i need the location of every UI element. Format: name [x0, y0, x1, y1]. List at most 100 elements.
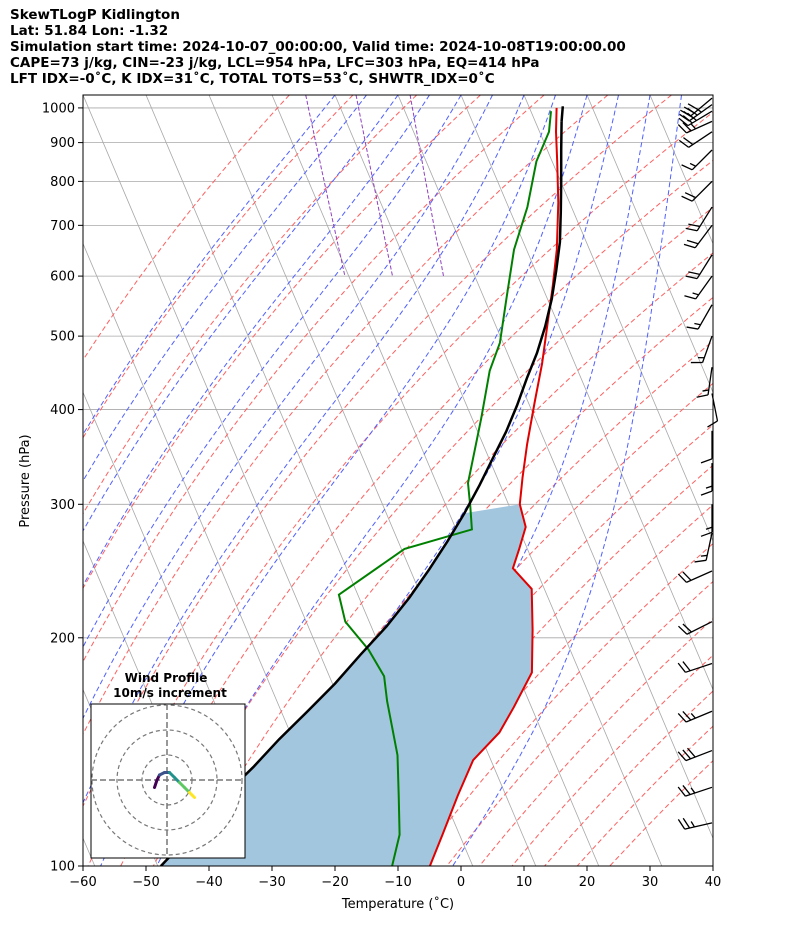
moist-adiabat: [324, 95, 651, 866]
dry-adiabat: [83, 95, 418, 515]
moist-adiabat: [100, 95, 556, 866]
barb-flag: [677, 751, 687, 762]
dry-adiabat: [83, 95, 354, 439]
dry-adiabat: [83, 95, 290, 362]
y-tick-label: 200: [50, 631, 75, 646]
dry-adiabat: [576, 725, 713, 866]
moist-adiabat: [83, 95, 430, 587]
wind-barb: [696, 367, 713, 398]
barb-flag: [678, 139, 690, 148]
barb-shaft: [685, 749, 713, 762]
barb-shaft: [705, 532, 713, 561]
barb-flag: [683, 243, 696, 249]
barb-flag: [678, 625, 688, 635]
wind-barb: [700, 430, 713, 464]
cape-area: [160, 504, 533, 866]
barb-flag: [683, 137, 694, 146]
wind-barb: [684, 275, 713, 300]
moist-adiabat: [83, 95, 336, 436]
dry-adiabat: [609, 760, 713, 866]
dry-adiabat: [87, 111, 713, 866]
barb-flag: [685, 275, 698, 280]
moist-adiabat: [83, 95, 462, 649]
barb-flag: [682, 711, 692, 721]
barb-shaft: [685, 786, 713, 797]
barb-shaft: [701, 335, 713, 363]
wind-barb: [677, 747, 713, 762]
parcel-profile: [159, 121, 563, 866]
barb-flag: [682, 571, 692, 581]
wind-barb: [700, 504, 713, 537]
barb-half-flag: [690, 712, 696, 719]
wind-barb: [678, 110, 713, 127]
y-tick-label: 700: [50, 219, 75, 234]
barb-shaft: [686, 570, 713, 583]
barb-flag: [681, 164, 693, 171]
wind-barb: [690, 335, 713, 364]
barb-flag: [677, 712, 687, 723]
barb-shaft: [691, 149, 713, 171]
barb-half-flag: [692, 292, 699, 296]
barb-flag: [677, 818, 686, 830]
wind-barb: [681, 149, 713, 171]
axes: −60 −50 −40 −30 −20 −10 0 10 20 30 40 100 200 300 400 5…: [42, 101, 721, 890]
y-tick-label: 600: [50, 270, 75, 285]
isotherm-line: [712, 95, 713, 97]
wind-barb: [707, 393, 719, 428]
wind-barb: [677, 661, 713, 673]
barb-shaft: [686, 120, 713, 134]
barb-flag: [700, 531, 713, 537]
barb-flag: [684, 192, 697, 199]
wind-barb: [677, 785, 713, 797]
barb-shaft: [688, 131, 713, 148]
x-tick-label: −20: [321, 875, 348, 890]
dewpoint-profile: [337, 111, 552, 866]
wind-barb: [700, 463, 713, 496]
isotherm-line: [83, 837, 96, 866]
x-axis-label: Temperature (˚C): [341, 896, 454, 912]
barb-flag: [682, 661, 691, 672]
barb-flag: [684, 295, 696, 300]
wind-barb: [683, 224, 713, 249]
y-tick-label: 800: [50, 175, 75, 190]
x-tick-label: 30: [642, 875, 659, 890]
x-tick-label: 10: [516, 875, 533, 890]
barb-flag: [686, 326, 699, 330]
isotherm-line: [460, 95, 713, 691]
barb-half-flag: [705, 485, 713, 489]
y-tick-label: 100: [50, 860, 75, 875]
isotherm-line: [397, 95, 713, 840]
barb-half-flag: [689, 162, 697, 167]
dry-adiabat: [381, 504, 713, 866]
moist-adiabat: [228, 95, 619, 866]
data-layer: [159, 106, 565, 866]
dry-adiabat: [83, 95, 481, 590]
barb-flag: [688, 271, 700, 275]
isotherm-line: [271, 95, 600, 866]
dry-adiabat: [120, 159, 713, 866]
x-tick-label: −60: [69, 875, 96, 890]
time-line: Simulation start time: 2024-10-07_00:00:…: [10, 39, 626, 55]
barb-flag: [687, 107, 698, 116]
barb-flag: [682, 749, 692, 760]
isotherm-line: [523, 95, 713, 542]
barb-flag: [700, 490, 713, 496]
barb-flag: [696, 394, 709, 398]
dry-adiabat: [83, 95, 672, 808]
moist-adiabat: [83, 95, 525, 804]
barb-flag: [682, 122, 692, 132]
wind-barb: [678, 621, 713, 635]
y-tick-label: 300: [50, 498, 75, 513]
barb-shaft: [691, 180, 713, 202]
moist-adiabat: [452, 95, 682, 866]
barb-flag: [685, 227, 698, 232]
barb-half-flag: [700, 554, 708, 557]
barb-half-flag: [694, 322, 701, 326]
barb-half-flag: [702, 389, 709, 392]
barb-flag: [686, 239, 699, 245]
wind-barb: [686, 304, 713, 330]
wind-barb: [685, 254, 713, 280]
y-tick-label: 500: [50, 330, 75, 345]
